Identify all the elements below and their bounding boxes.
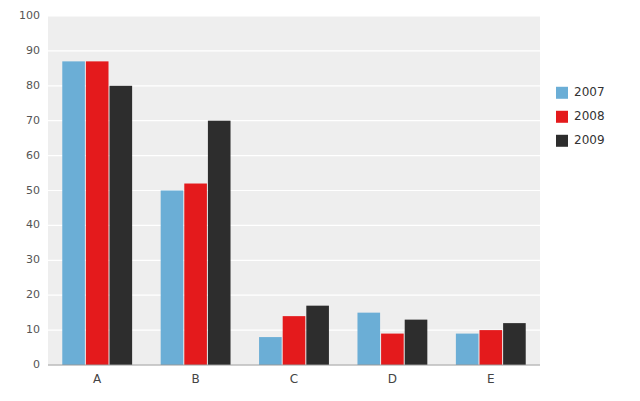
legend-swatch bbox=[556, 87, 568, 99]
bar bbox=[259, 337, 282, 365]
y-tick-label: 10 bbox=[26, 323, 40, 336]
bars bbox=[62, 61, 525, 365]
bar bbox=[306, 306, 329, 365]
y-tick-label: 20 bbox=[26, 288, 40, 301]
chart-container: 0 10 20 30 40 50 60 70 80 90 100 A B C D E 2007 2008 2009 bbox=[0, 0, 640, 401]
y-tick-label: 100 bbox=[19, 9, 40, 22]
legend-label: 2007 bbox=[574, 85, 605, 99]
y-tick-label: 0 bbox=[33, 358, 40, 371]
x-axis-line bbox=[48, 365, 540, 366]
bar bbox=[283, 316, 306, 365]
chart-svg: 0 10 20 30 40 50 60 70 80 90 100 A B C D E 2007 2008 2009 bbox=[0, 0, 640, 401]
y-tick-label: 40 bbox=[26, 218, 40, 231]
y-axis: 0 10 20 30 40 50 60 70 80 90 100 bbox=[19, 9, 40, 371]
y-tick-label: 60 bbox=[26, 149, 40, 162]
x-axis: A B C D E bbox=[48, 365, 540, 386]
bar bbox=[110, 86, 133, 365]
bar bbox=[357, 313, 380, 365]
bar bbox=[405, 320, 428, 365]
grid bbox=[48, 16, 540, 365]
x-tick-label: E bbox=[487, 372, 495, 386]
plot-background bbox=[48, 16, 540, 365]
bar bbox=[381, 334, 404, 365]
grid-line bbox=[48, 50, 540, 51]
bar bbox=[62, 61, 85, 365]
bar bbox=[479, 330, 502, 365]
grid-line bbox=[48, 15, 540, 16]
x-tick-label: C bbox=[290, 372, 298, 386]
legend-swatch bbox=[556, 135, 568, 147]
legend-swatch bbox=[556, 111, 568, 123]
bar bbox=[456, 334, 479, 365]
legend-label: 2008 bbox=[574, 109, 605, 123]
y-tick-label: 80 bbox=[26, 79, 40, 92]
y-tick-label: 30 bbox=[26, 253, 40, 266]
bar bbox=[161, 191, 184, 366]
x-tick-label: B bbox=[191, 372, 199, 386]
legend-label: 2009 bbox=[574, 133, 605, 147]
bar bbox=[503, 323, 526, 365]
x-tick-label: A bbox=[93, 372, 102, 386]
bar bbox=[184, 184, 207, 365]
bar bbox=[208, 121, 231, 365]
y-tick-label: 70 bbox=[26, 114, 40, 127]
x-tick-label: D bbox=[388, 372, 397, 386]
y-tick-label: 90 bbox=[26, 44, 40, 57]
legend: 2007 2008 2009 bbox=[556, 85, 605, 147]
y-tick-label: 50 bbox=[26, 184, 40, 197]
bar bbox=[86, 61, 109, 365]
grid-line bbox=[48, 364, 540, 365]
